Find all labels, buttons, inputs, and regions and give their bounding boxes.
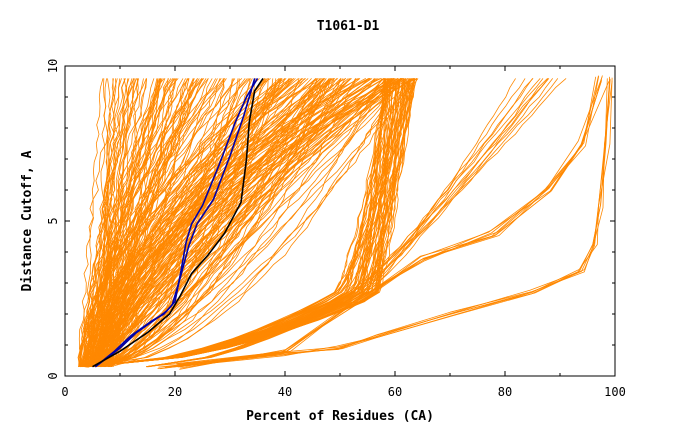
model-curve — [82, 78, 163, 367]
model-curve — [101, 78, 403, 368]
model-curve — [83, 78, 402, 367]
model-curve — [100, 78, 347, 367]
model-curve — [84, 78, 342, 368]
model-curve — [89, 78, 332, 367]
model-curve — [88, 78, 190, 367]
model-curve — [101, 78, 162, 367]
background-model-curves — [77, 75, 613, 370]
x-tick-label: 80 — [498, 385, 512, 399]
model-curve — [107, 78, 404, 367]
model-curve — [97, 78, 409, 367]
x-tick-label: 100 — [604, 385, 626, 399]
x-axis-label: Percent of Residues (CA) — [246, 409, 434, 424]
model-curve — [91, 78, 266, 367]
model-curve — [107, 78, 349, 367]
model-curve — [85, 78, 104, 367]
highlighted-model-curves — [92, 77, 264, 368]
model-curve — [83, 78, 291, 367]
model-curve — [95, 78, 389, 367]
y-tick-label: 0 — [46, 372, 60, 379]
highlight-series-line — [92, 77, 264, 368]
model-curve — [103, 78, 335, 368]
model-curve — [78, 78, 118, 367]
model-curve — [87, 78, 274, 368]
model-curve — [88, 78, 389, 368]
model-curve — [148, 78, 554, 368]
model-curve — [102, 78, 126, 367]
model-curve — [85, 78, 389, 368]
model-curve — [98, 78, 386, 367]
model-curve — [94, 78, 402, 367]
model-curve — [147, 78, 526, 368]
model-curve — [105, 78, 198, 367]
model-curve — [98, 78, 317, 368]
model-curve — [96, 78, 291, 367]
model-curve — [88, 78, 236, 367]
model-curve — [94, 78, 158, 368]
model-curve — [109, 78, 303, 367]
model-curve — [109, 78, 414, 367]
model-curve — [82, 78, 330, 368]
model-curve — [88, 78, 360, 367]
model-curve — [84, 78, 401, 368]
model-curve — [79, 78, 126, 367]
model-curve — [180, 76, 597, 369]
model-curve — [146, 78, 548, 368]
model-curve — [101, 78, 324, 367]
x-tick-label: 60 — [388, 385, 402, 399]
model-curve — [93, 78, 161, 367]
model-curve — [86, 78, 390, 368]
model-curve — [80, 78, 390, 368]
model-curve — [147, 78, 559, 368]
y-tick-label: 5 — [46, 217, 60, 224]
y-axis-label: Distance Cutoff, A — [20, 150, 35, 291]
model-curve — [110, 78, 339, 367]
model-curve — [158, 78, 611, 368]
model-curve — [146, 78, 544, 368]
model-curve — [96, 78, 269, 368]
x-tick-label: 40 — [278, 385, 292, 399]
model-curve — [148, 78, 516, 368]
model-curve — [98, 78, 189, 367]
model-curve — [100, 78, 277, 368]
x-tick-label: 20 — [168, 385, 182, 399]
model-curve — [79, 78, 402, 368]
model-curve — [95, 78, 387, 368]
model-curve — [92, 78, 415, 367]
model-curve — [95, 78, 227, 367]
model-curve — [87, 78, 380, 367]
model-curve — [176, 80, 602, 365]
axis-ticks: 0 20 40 60 80 100 0 5 10 — [46, 59, 626, 399]
model-curve — [87, 78, 415, 368]
model-curve — [104, 78, 346, 368]
x-tick-label: 0 — [61, 385, 68, 399]
model-curve — [102, 78, 190, 368]
model-curve — [88, 78, 147, 367]
y-tick-label: 10 — [46, 59, 60, 73]
model-curve — [88, 78, 393, 368]
model-curve — [84, 78, 250, 367]
model-curve — [87, 78, 414, 368]
model-curve — [110, 78, 356, 368]
highlight-series-line — [94, 78, 256, 368]
model-curve — [89, 78, 198, 367]
model-curve — [103, 78, 268, 367]
model-curve — [147, 78, 549, 368]
chart-title: T1061-D1 — [317, 19, 380, 34]
model-curve — [147, 78, 541, 368]
model-curve — [87, 78, 383, 368]
model-curve — [87, 78, 188, 367]
